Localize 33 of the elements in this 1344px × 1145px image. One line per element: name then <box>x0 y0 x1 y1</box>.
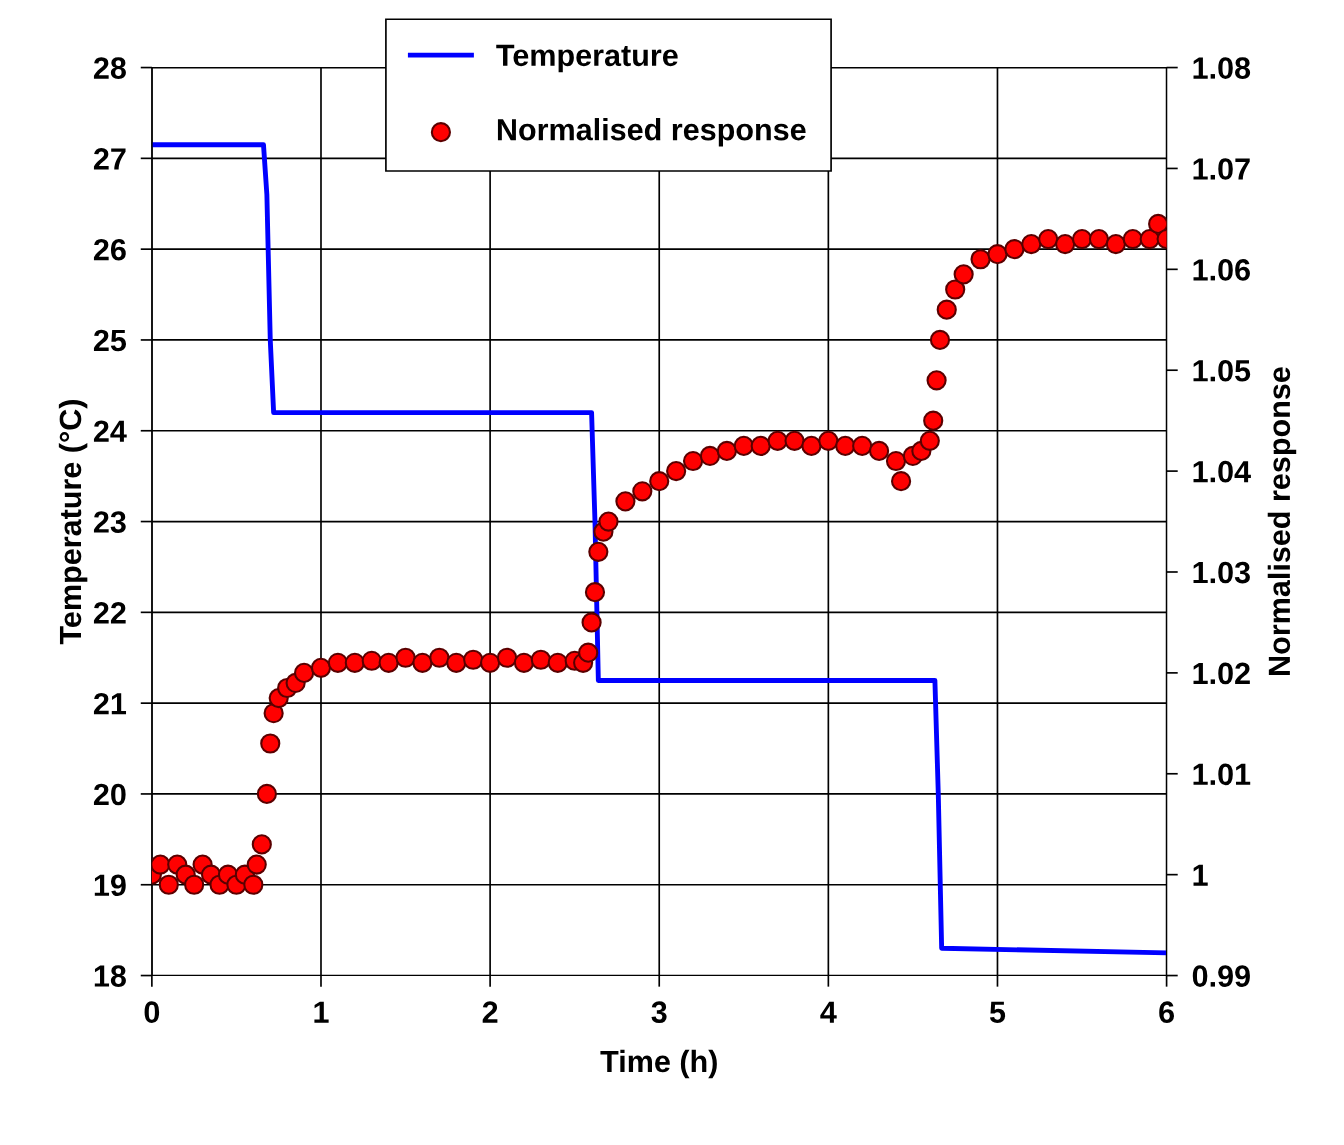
y-tick-label: 23 <box>93 511 126 533</box>
y2-tick-label: 1.05 <box>1193 359 1251 382</box>
y2-tick-label: 1.02 <box>1193 662 1250 685</box>
x-tick-label: 1 <box>314 1001 329 1023</box>
y2-tick-label: 1 <box>1193 864 1208 886</box>
y2-tick-label: 1.07 <box>1193 158 1250 180</box>
legend-label: Normalised response <box>497 118 806 147</box>
x-tick-label: 2 <box>482 1001 498 1023</box>
x-axis-title: Time (h) <box>600 1049 717 1079</box>
y-tick-label: 24 <box>93 420 127 442</box>
x-tick-label: 4 <box>820 1001 837 1023</box>
x-tick-label: 0 <box>144 1001 160 1023</box>
x-tick-label: 3 <box>651 1001 667 1024</box>
y2-tick-label: 0.99 <box>1192 965 1250 987</box>
y-tick-label: 28 <box>93 57 126 79</box>
x-tick-label: 5 <box>989 1001 1006 1023</box>
x-tick-label: 6 <box>1159 1001 1174 1023</box>
y-tick-label: 20 <box>93 783 126 806</box>
y-tick-label: 21 <box>93 692 127 715</box>
y2-tick-label: 1.08 <box>1193 57 1251 79</box>
y-tick-label: 19 <box>94 874 126 897</box>
y2-tick-label: 1.06 <box>1193 259 1250 281</box>
y-axis-title: Temperature (°C) <box>58 400 88 645</box>
y-tick-label: 25 <box>93 329 127 352</box>
y2-tick-label: 1.04 <box>1193 460 1251 483</box>
y-tick-label: 18 <box>94 965 126 987</box>
y-tick-label: 22 <box>93 602 126 624</box>
y2-axis-title: Normalised response <box>1267 367 1297 675</box>
y2-tick-label: 1.03 <box>1193 561 1250 584</box>
y-tick-label: 26 <box>93 238 126 261</box>
y-tick-label: 27 <box>93 148 126 170</box>
legend-label: Temperature <box>496 44 678 73</box>
y2-tick-label: 1.01 <box>1193 763 1251 786</box>
